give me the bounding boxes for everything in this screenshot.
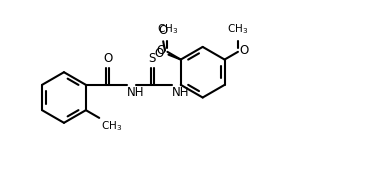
Text: NH: NH bbox=[172, 86, 189, 99]
Text: CH$_3$: CH$_3$ bbox=[100, 119, 122, 133]
Text: O: O bbox=[154, 47, 164, 60]
Text: O: O bbox=[159, 24, 168, 37]
Text: CH$_3$: CH$_3$ bbox=[227, 22, 249, 36]
Text: O: O bbox=[103, 52, 112, 65]
Text: CH$_3$: CH$_3$ bbox=[157, 22, 178, 36]
Text: S: S bbox=[149, 52, 156, 65]
Text: NH: NH bbox=[127, 86, 145, 99]
Text: O: O bbox=[239, 44, 249, 57]
Text: O: O bbox=[157, 44, 166, 57]
